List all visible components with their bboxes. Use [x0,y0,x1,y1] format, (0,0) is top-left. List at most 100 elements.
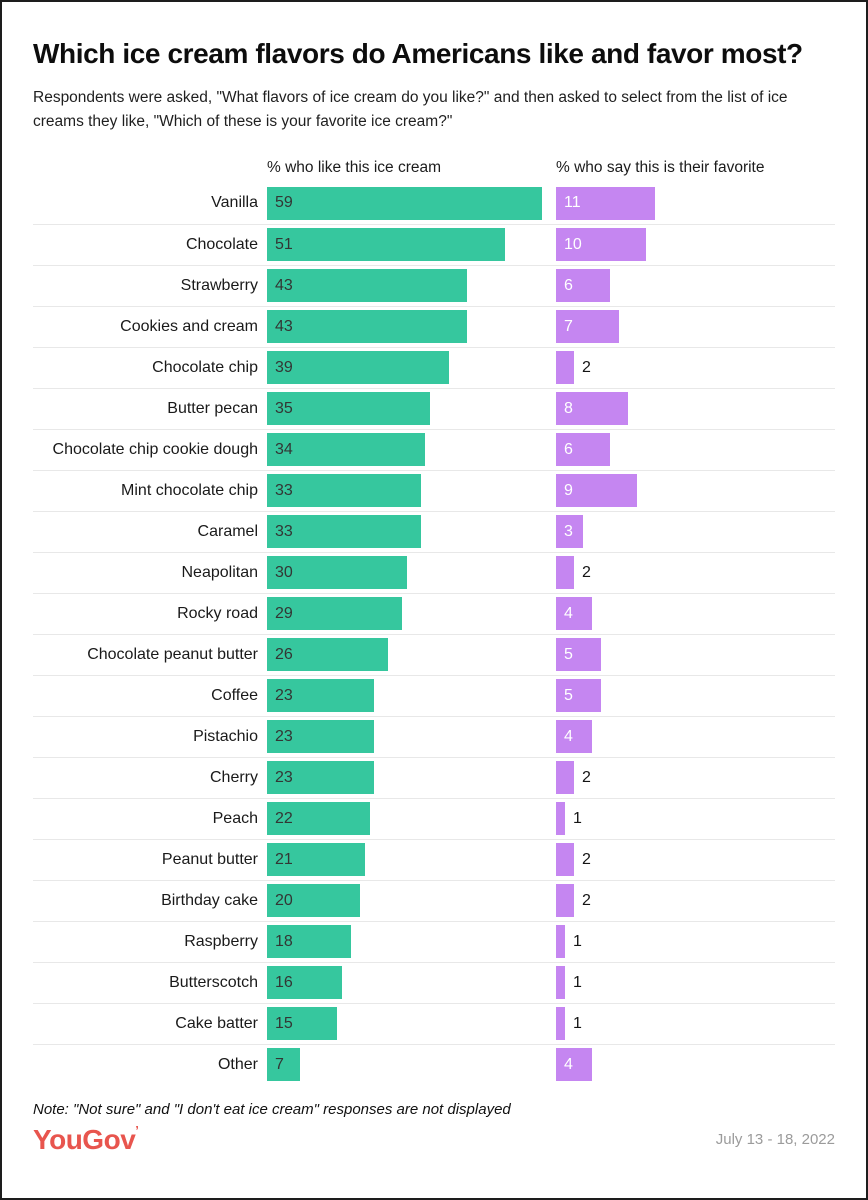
like-value: 23 [275,768,293,786]
favorite-value: 7 [564,317,573,335]
favorite-value: 6 [564,440,573,458]
like-value: 59 [275,194,293,212]
favorite-bar: 7 [556,310,619,344]
like-cell: 23 [267,758,556,798]
like-cell: 34 [267,430,556,470]
fieldwork-date: July 13 - 18, 2022 [715,1130,835,1148]
chart-row: Peanut butter 21 2 [33,838,835,880]
favorite-cell: 2 [556,840,835,880]
favorite-value: 5 [564,686,573,704]
column-headers: % who like this ice cream % who say this… [33,158,835,178]
like-bar: 23 [267,679,375,713]
favorite-value: 1 [573,932,582,950]
like-cell: 43 [267,266,556,306]
like-column-header: % who like this ice cream [267,158,442,176]
like-cell: 43 [267,307,556,347]
like-cell: 26 [267,635,556,675]
favorite-cell: 11 [556,183,835,224]
like-cell: 29 [267,594,556,634]
favorite-bar: 4 [556,1048,592,1082]
yougov-logo: YouGov’ [33,1123,139,1156]
chart-row: Vanilla 59 11 [33,183,835,224]
like-value: 23 [275,727,293,745]
favorite-cell: 2 [556,881,835,921]
favorite-cell: 4 [556,717,835,757]
favorite-value: 2 [582,891,591,909]
favorite-bar: 11 [556,186,655,220]
favorite-cell: 10 [556,225,835,265]
footnote: Note: "Not sure" and "I don't eat ice cr… [33,1100,511,1118]
favorite-bar: 8 [556,392,628,426]
favorite-bar: 5 [556,638,601,672]
chart-row: Mint chocolate chip 33 9 [33,469,835,511]
like-value: 16 [275,973,293,991]
like-cell: 21 [267,840,556,880]
favorite-value: 8 [564,399,573,417]
like-value: 26 [275,645,293,663]
favorite-value: 11 [564,194,581,212]
flavor-label: Chocolate chip [152,358,258,376]
chart-row: Cookies and cream 43 7 [33,305,835,347]
like-value: 29 [275,604,293,622]
like-bar: 33 [267,515,421,549]
like-value: 34 [275,440,293,458]
like-bar: 29 [267,597,403,631]
favorite-value: 1 [573,1014,582,1032]
flavor-label: Cake batter [175,1014,258,1032]
favorite-value: 5 [564,645,573,663]
favorite-value: 9 [564,481,573,499]
flavor-label: Chocolate peanut butter [87,645,258,663]
favorite-bar [556,556,574,590]
chart-row: Neapolitan 30 2 [33,551,835,593]
like-bar: 39 [267,351,449,385]
like-cell: 18 [267,922,556,962]
like-cell: 30 [267,553,556,593]
favorite-cell: 2 [556,758,835,798]
chart-row: Raspberry 18 1 [33,920,835,962]
like-cell: 16 [267,963,556,1003]
flavor-label: Birthday cake [161,891,258,909]
favorite-bar: 6 [556,433,610,467]
favorite-value: 4 [564,727,573,745]
favorite-cell: 8 [556,389,835,429]
like-value: 7 [275,1055,284,1073]
footer: YouGov’ July 13 - 18, 2022 [33,1123,835,1156]
favorite-bar: 4 [556,720,592,754]
like-value: 21 [275,850,293,868]
flavor-label: Cherry [209,768,258,786]
flavor-label: Chocolate chip cookie dough [52,440,258,458]
like-cell: 59 [267,183,556,224]
flavor-label: Cookies and cream [120,317,258,335]
chart-row: Strawberry 43 6 [33,264,835,306]
like-cell: 51 [267,225,556,265]
chart-row: Pistachio 23 4 [33,715,835,757]
like-value: 20 [275,891,293,909]
favorite-cell: 1 [556,1004,835,1044]
favorite-value: 2 [582,563,591,581]
chart-row: Cake batter 15 1 [33,1002,835,1044]
yougov-logo-text: YouGov [33,1123,136,1155]
like-bar: 15 [267,1007,337,1041]
like-cell: 20 [267,881,556,921]
like-bar: 22 [267,802,370,836]
flavor-label: Vanilla [211,194,258,212]
page-title: Which ice cream flavors do Americans lik… [33,38,803,69]
like-bar: 23 [267,720,375,754]
favorite-bar: 5 [556,679,601,713]
like-value: 23 [275,686,293,704]
favorite-value: 10 [564,235,582,253]
chart-row: Caramel 33 3 [33,510,835,552]
like-bar: 59 [267,186,542,220]
favorite-bar [556,884,574,918]
like-bar: 16 [267,966,342,1000]
favorite-bar [556,925,565,959]
like-cell: 39 [267,348,556,388]
like-value: 22 [275,809,293,827]
flavor-label: Chocolate [185,235,258,253]
like-cell: 22 [267,799,556,839]
like-bar: 35 [267,392,431,426]
like-value: 39 [275,358,293,376]
flavor-label: Rocky road [177,604,258,622]
flavor-label: Coffee [211,686,258,704]
